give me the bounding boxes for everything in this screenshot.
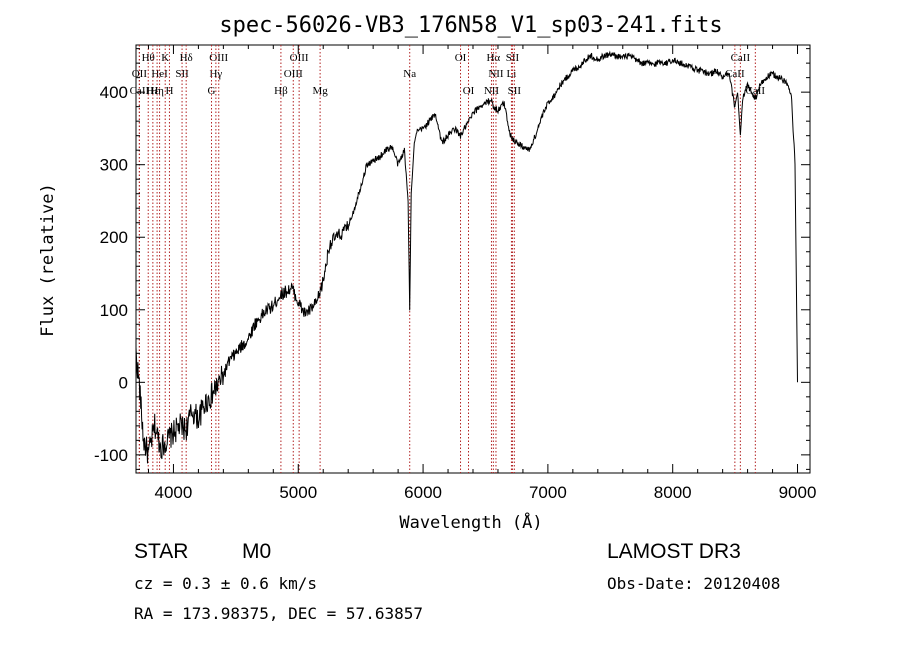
- spectral-line-label: CaII: [731, 52, 751, 64]
- spectral-line-label: NII: [484, 85, 500, 97]
- x-tick-label: 5000: [279, 483, 317, 502]
- spectral-line-label: NII: [488, 68, 504, 80]
- spectral-line-label: H: [165, 85, 173, 97]
- spectral-line-label: Hβ: [274, 85, 288, 97]
- survey-name: LAMOST DR3: [607, 540, 741, 563]
- series-flux: [135, 50, 798, 464]
- spectral-line-label: OI: [463, 85, 475, 97]
- spectral-line-label: Hε: [147, 85, 160, 97]
- spectral-line-label: HeI: [151, 68, 168, 80]
- spectrum-chart: spec-56026-VB3_176N58_V1_sp03-241.fits H…: [38, 13, 816, 533]
- spectral-line-label: OI: [455, 52, 467, 64]
- spectral-line-label: K: [161, 52, 169, 64]
- y-tick-label: -100: [94, 446, 128, 465]
- x-tick-label: 8000: [654, 483, 692, 502]
- x-tick-label: 9000: [779, 483, 817, 502]
- spectral-line-label: OIII: [209, 52, 228, 64]
- y-tick-label: 300: [100, 156, 128, 175]
- spectral-line-label: Hγ: [209, 68, 222, 80]
- obs-date: Obs-Date: 20120408: [607, 574, 781, 593]
- redshift: cz = 0.3 ± 0.6 km/s: [134, 574, 318, 593]
- spectral-line-label: OIII: [284, 68, 303, 80]
- plot-frame: [135, 44, 811, 474]
- axis-ticks: 4000 5000 6000 7000 8000 9000 -100 0 100 200 300 40…: [94, 45, 816, 502]
- spectral-line-label: SII: [175, 68, 189, 80]
- object-class: STAR: [134, 540, 189, 563]
- spectral-line-label: CaII: [130, 85, 150, 97]
- y-tick-label: 0: [119, 373, 128, 392]
- y-tick-label: 400: [100, 83, 128, 102]
- spectral-line-label: SII: [506, 52, 520, 64]
- coordinates: RA = 173.98375, DEC = 57.63857: [134, 604, 423, 623]
- y-tick-label: 200: [100, 228, 128, 247]
- x-tick-label: 4000: [155, 483, 193, 502]
- spectral-line-label: Na: [403, 68, 416, 80]
- spectral-line-label: Hδ: [180, 52, 193, 64]
- spectral-line-label: Hη: [150, 85, 164, 97]
- spectral-line-label: OIII: [290, 52, 309, 64]
- spectral-line-label: Hα: [486, 52, 500, 64]
- spectral-line-label: Mg: [312, 85, 328, 97]
- x-axis-label: Wavelength (Å): [399, 511, 542, 533]
- spectral-line-label: G: [208, 85, 216, 97]
- spectral-line-label: SII: [508, 85, 522, 97]
- spectral-line-label: Li: [507, 68, 517, 80]
- y-axis-label: Flux (relative): [38, 183, 58, 337]
- y-tick-label: 100: [100, 301, 128, 320]
- x-tick-label: 7000: [529, 483, 567, 502]
- x-tick-label: 6000: [404, 483, 442, 502]
- chart-title: spec-56026-VB3_176N58_V1_sp03-241.fits: [219, 13, 722, 38]
- spectral-line-label: Hθ: [142, 52, 155, 64]
- subclass: M0: [242, 540, 272, 563]
